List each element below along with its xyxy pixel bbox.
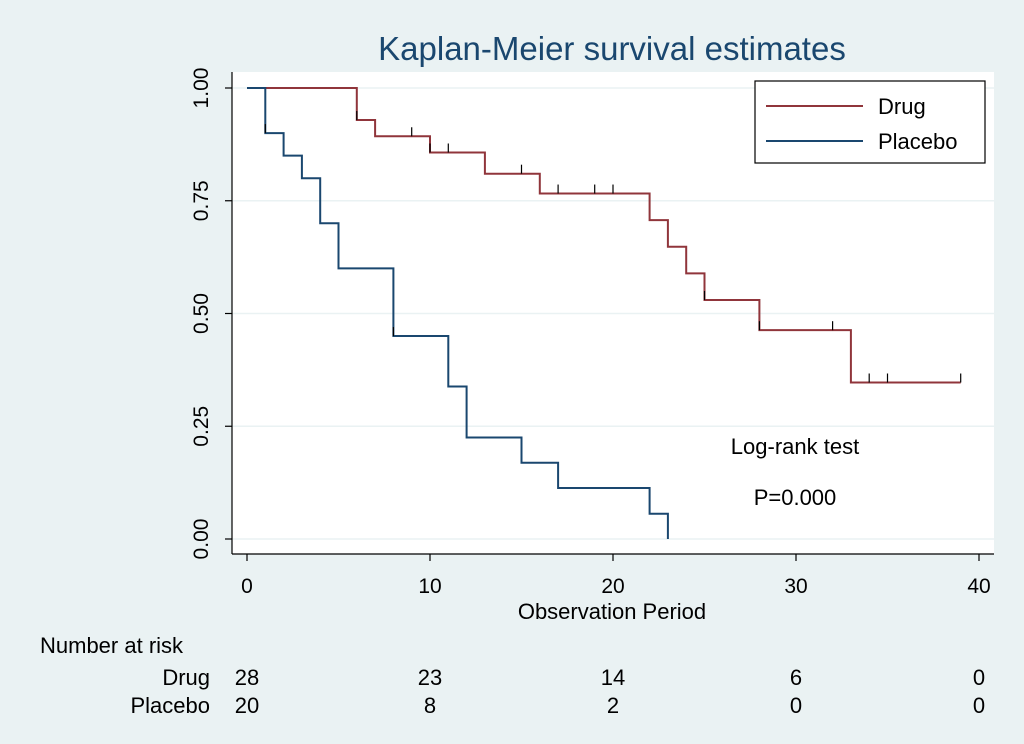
y-tick-label-1: 0.25 [190, 406, 213, 447]
x-tick-label-2: 20 [601, 575, 624, 598]
risk-value-drug-0: 28 [235, 665, 259, 690]
legend-placebo-label: Placebo [878, 129, 958, 154]
risk-value-drug-1: 23 [418, 665, 442, 690]
logrank-label: Log-rank test [731, 434, 859, 459]
y-tick-label-2: 0.50 [190, 293, 213, 334]
risk-value-drug-3: 6 [790, 665, 802, 690]
y-tick-label-3: 0.75 [190, 180, 213, 221]
series-line-drug [247, 87, 961, 384]
risk-value-drug-4: 0 [973, 665, 985, 690]
risk-value-placebo-1: 8 [424, 693, 436, 718]
risk-value-placebo-2: 2 [607, 693, 619, 718]
x-axis-title: Observation Period [518, 599, 706, 624]
risk-table-header: Number at risk [40, 633, 184, 658]
y-tick-label-4: 1.00 [190, 68, 213, 109]
p-value-label: P=0.000 [754, 485, 837, 510]
risk-table: Number at risk Drug Placebo 28 23 14 6 020 8 2… [40, 633, 985, 718]
x-tick-label-3: 30 [784, 575, 807, 598]
legend-box [754, 80, 986, 164]
risk-value-placebo-3: 0 [790, 693, 802, 718]
legend: Drug Placebo [754, 80, 986, 164]
x-tick-label-0: 0 [241, 575, 253, 598]
risk-value-drug-2: 14 [601, 665, 625, 690]
risk-row-drug-label: Drug [162, 665, 210, 690]
censor-marks [264, 111, 962, 383]
y-tick-label-0: 0.00 [190, 519, 213, 560]
x-tick-label-4: 40 [967, 575, 990, 598]
chart-title: Kaplan-Meier survival estimates [378, 30, 846, 67]
x-tick-label-1: 10 [418, 575, 441, 598]
risk-value-placebo-4: 0 [973, 693, 985, 718]
axes: 0.00 0.25 0.50 0.75 1.00 0 10 20 30 40 [190, 68, 994, 598]
risk-row-placebo-label: Placebo [130, 693, 210, 718]
risk-value-placebo-0: 20 [235, 693, 259, 718]
legend-drug-label: Drug [878, 94, 926, 119]
